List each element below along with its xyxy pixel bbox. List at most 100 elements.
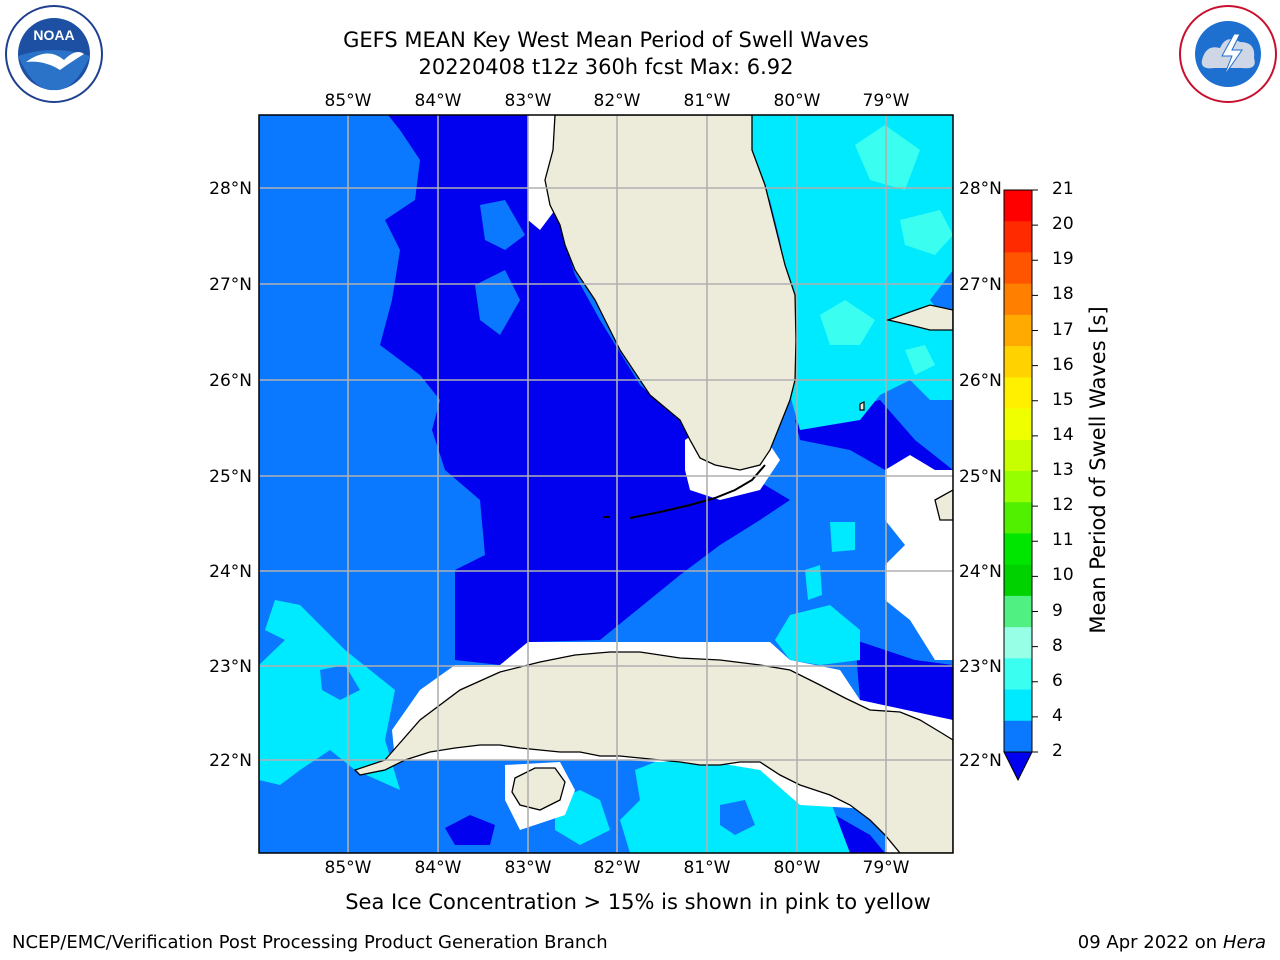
footer-host: Hera	[1222, 932, 1266, 953]
colorbar-tick-label: 16	[1052, 354, 1074, 375]
colorbar-band	[1004, 252, 1032, 285]
lon-label-bottom: 84°W	[415, 858, 462, 878]
colorbar-tick-label: 10	[1052, 565, 1074, 586]
swell-6-8-area	[855, 125, 920, 190]
map-gridlines	[259, 115, 953, 853]
lon-label-bottom: 81°W	[684, 858, 731, 878]
lat-label-right: 23°N	[959, 657, 1002, 677]
lat-label-left: 28°N	[209, 179, 252, 199]
lat-label-right: 24°N	[959, 562, 1002, 582]
lat-label-right: 26°N	[959, 371, 1002, 391]
colorbar-band	[1004, 190, 1032, 222]
colorbar-band	[1004, 533, 1032, 566]
colorbar-tick-label: 2	[1052, 741, 1063, 761]
swell-lt2-area	[380, 115, 790, 665]
swell-2-4-area	[480, 200, 525, 250]
swell-6-8-area	[820, 300, 875, 345]
florida-keys	[629, 464, 766, 519]
swell-6-8-area	[905, 345, 935, 375]
colorbar-tick-label: 13	[1052, 460, 1074, 480]
swell-6-8-area	[900, 210, 953, 255]
colorbar-tick-label: 14	[1052, 424, 1074, 445]
footer-date: 09 Apr 2022 on Hera	[1078, 932, 1266, 953]
colorbar-band	[1004, 377, 1032, 410]
lat-label-left: 24°N	[209, 562, 252, 582]
lon-label-top: 84°W	[415, 91, 462, 111]
map-panel	[259, 115, 953, 853]
colorbar-band	[1004, 314, 1032, 347]
colorbar-tick-label: 9	[1052, 600, 1063, 621]
lon-label-top: 85°W	[325, 91, 372, 111]
swell-4-6-area	[259, 600, 400, 790]
lon-label-bottom: 80°W	[774, 858, 821, 878]
lat-label-left: 22°N	[209, 751, 252, 771]
lon-label-bottom: 85°W	[325, 858, 372, 878]
colorbar-band	[1004, 502, 1032, 534]
swell-lt2-area	[445, 815, 495, 845]
lat-label-left: 26°N	[209, 371, 252, 391]
colorbar-tick-label: 19	[1052, 249, 1074, 270]
colorbar-tick-label: 6	[1052, 670, 1063, 691]
colorbar-band	[1004, 471, 1032, 503]
colorbar-tick-label: 21	[1052, 179, 1074, 199]
lon-label-top: 82°W	[594, 91, 641, 111]
lat-label-right: 22°N	[959, 751, 1002, 771]
colorbar-extend-triangle	[1003, 751, 1033, 782]
colorbar-band	[1004, 720, 1032, 753]
colorbar-tick-label: 11	[1052, 530, 1074, 551]
colorbar	[1003, 189, 1038, 782]
colorbar-tick-label: 18	[1052, 284, 1074, 305]
colorbar-band	[1004, 595, 1032, 628]
swell-2-4-area	[475, 270, 520, 335]
lon-label-top: 81°W	[684, 91, 731, 111]
colorbar-band	[1004, 627, 1032, 659]
colorbar-band	[1004, 689, 1032, 722]
lon-label-bottom: 82°W	[594, 858, 641, 878]
lon-label-top: 83°W	[505, 91, 552, 111]
swell-4-6-area	[830, 522, 855, 552]
florida-land	[544, 115, 797, 471]
nws-logo	[1179, 5, 1277, 103]
colorbar-band	[1004, 283, 1032, 316]
bahamas-land	[934, 489, 953, 521]
swell-4-6-area	[752, 115, 953, 430]
lon-label-top: 79°W	[863, 91, 910, 111]
colorbar-tick-label: 17	[1052, 319, 1074, 340]
colorbar-band	[1004, 439, 1032, 472]
colorbar-band	[1004, 346, 1032, 378]
swell-lt2-area	[855, 640, 953, 720]
lon-label-top: 80°W	[774, 91, 821, 111]
colorbar-band	[1004, 221, 1032, 253]
colorbar-tick-label: 4	[1052, 705, 1063, 726]
colorbar-band	[1004, 564, 1032, 597]
lat-label-left: 25°N	[209, 467, 252, 487]
lat-label-right: 25°N	[959, 467, 1002, 487]
lat-label-right: 28°N	[959, 179, 1002, 199]
swell-2-4-area	[320, 665, 360, 700]
bahamas-land	[885, 304, 953, 331]
colorbar-band	[1004, 408, 1032, 441]
chart-title: GEFS MEAN Key West Mean Period of Swell …	[343, 28, 869, 52]
footer-date-text: 09 Apr 2022 on	[1077, 932, 1223, 953]
cuba-land	[353, 651, 953, 853]
sea-ice-note: Sea Ice Concentration > 15% is shown in …	[345, 890, 931, 914]
swell-4-6-area	[805, 565, 822, 600]
lat-label-left: 23°N	[209, 657, 252, 677]
colorbar-label-text: Mean Period of Swell Waves [s]	[1086, 306, 1110, 634]
lon-label-bottom: 79°W	[863, 858, 910, 878]
isla-juventud-land	[511, 767, 566, 811]
lat-label-right: 27°N	[959, 275, 1002, 295]
noaa-logo: NOAA	[5, 5, 103, 103]
map-frame	[258, 114, 954, 854]
colorbar-tick-label: 8	[1052, 635, 1063, 656]
swell-2-4-area	[720, 800, 755, 835]
colorbar-tick-label: 20	[1052, 214, 1074, 235]
lat-label-left: 27°N	[209, 275, 252, 295]
footer-credit: NCEP/EMC/Verification Post Processing Pr…	[12, 932, 608, 953]
chart-subtitle: 20220408 t12z 360h fcst Max: 6.92	[418, 55, 794, 79]
colorbar-band	[1004, 658, 1032, 691]
cays	[859, 401, 865, 411]
noaa-logo-text: NOAA	[33, 27, 74, 43]
lon-label-bottom: 83°W	[505, 858, 552, 878]
